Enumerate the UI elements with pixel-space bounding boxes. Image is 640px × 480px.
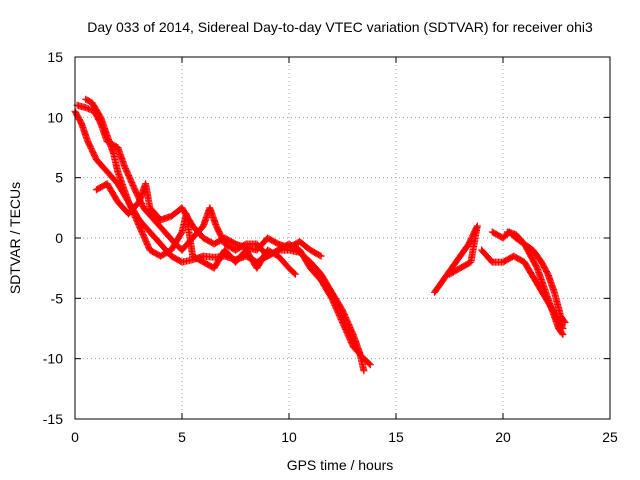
data-point-marker bbox=[365, 360, 373, 368]
y-tick-label: 15 bbox=[47, 49, 63, 65]
data-point-marker bbox=[317, 252, 325, 260]
x-tick-label: 5 bbox=[178, 429, 186, 445]
x-tick-label: 25 bbox=[602, 429, 618, 445]
data-point-marker bbox=[447, 269, 455, 277]
x-tick-label: 0 bbox=[71, 429, 79, 445]
chart-title: Day 033 of 2014, Sidereal Day-to-day VTE… bbox=[87, 19, 593, 35]
data-series bbox=[82, 95, 299, 278]
data-series bbox=[431, 222, 481, 296]
data-point-marker bbox=[560, 317, 568, 325]
x-tick-label: 10 bbox=[281, 429, 297, 445]
plot-frame bbox=[74, 56, 611, 420]
y-tick-label: 10 bbox=[47, 109, 63, 125]
y-tick-label: -5 bbox=[51, 290, 64, 306]
data-point-marker bbox=[446, 270, 453, 278]
y-tick-label: -15 bbox=[43, 411, 63, 427]
data-point-marker bbox=[558, 329, 566, 337]
y-tick-label: -10 bbox=[43, 351, 63, 367]
data-point-marker bbox=[290, 269, 298, 277]
data-point-marker bbox=[366, 361, 374, 369]
data-point-marker bbox=[360, 367, 368, 375]
data-point-marker bbox=[559, 331, 567, 339]
data-points bbox=[71, 95, 569, 375]
data-point-marker bbox=[291, 270, 299, 278]
x-tick-label: 15 bbox=[388, 429, 404, 445]
x-axis-label: GPS time / hours bbox=[287, 457, 394, 473]
y-tick-label: 0 bbox=[55, 230, 63, 246]
y-axis-label: SDTVAR / TECUs bbox=[7, 182, 23, 294]
y-tick-label: 5 bbox=[55, 170, 63, 186]
x-tick-label: 20 bbox=[495, 429, 511, 445]
data-series bbox=[503, 228, 569, 326]
data-point-marker bbox=[316, 251, 324, 259]
data-point-marker bbox=[561, 318, 569, 326]
data-series bbox=[92, 180, 325, 260]
